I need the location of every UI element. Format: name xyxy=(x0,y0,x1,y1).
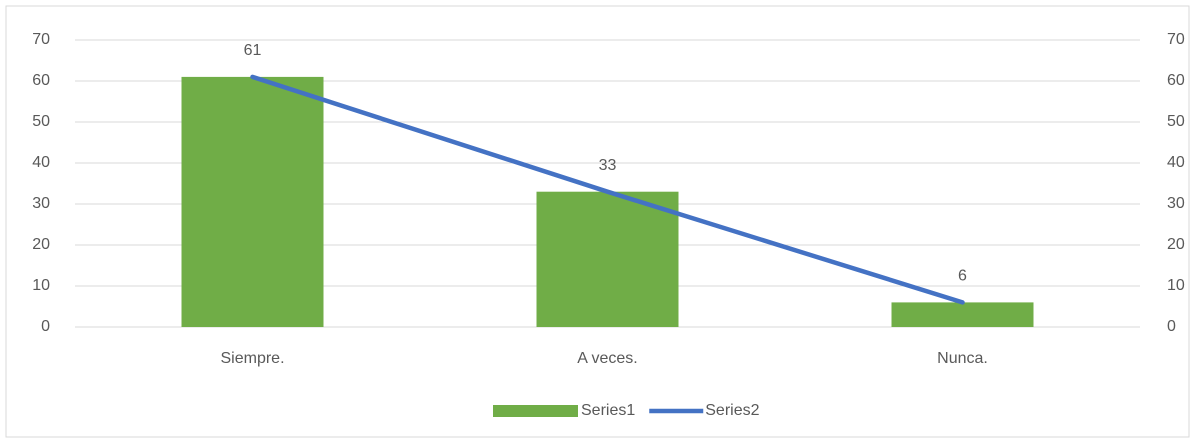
x-tick-label: Nunca. xyxy=(937,350,988,367)
y2-tick-label: 10 xyxy=(1167,277,1185,294)
data-label: 6 xyxy=(958,268,967,285)
data-label: 33 xyxy=(599,157,617,174)
bar xyxy=(181,76,324,328)
y2-tick-label: 40 xyxy=(1167,154,1185,171)
bar xyxy=(536,191,679,327)
x-tick-label: A veces. xyxy=(577,350,637,367)
legend-label: Series2 xyxy=(705,402,759,419)
y2-tick-label: 60 xyxy=(1167,72,1185,89)
bar xyxy=(891,302,1034,327)
y2-tick-label: 0 xyxy=(1167,318,1176,335)
line xyxy=(250,74,965,305)
legend-label: Series1 xyxy=(581,402,635,419)
legend-swatch xyxy=(493,405,578,417)
y-tick-label: 70 xyxy=(32,31,50,48)
y-tick-label: 40 xyxy=(32,154,50,171)
y-tick-label: 0 xyxy=(41,318,50,335)
data-label: 61 xyxy=(244,42,262,59)
y2-tick-label: 30 xyxy=(1167,195,1185,212)
y2-tick-label: 70 xyxy=(1167,31,1185,48)
x-tick-label: Siempre. xyxy=(220,350,284,367)
y-tick-label: 30 xyxy=(32,195,50,212)
y2-tick-label: 50 xyxy=(1167,113,1185,130)
y-tick-label: 10 xyxy=(32,277,50,294)
y2-tick-label: 20 xyxy=(1167,236,1185,253)
y-tick-label: 50 xyxy=(32,113,50,130)
y-tick-label: 60 xyxy=(32,72,50,89)
y-tick-label: 20 xyxy=(32,236,50,253)
